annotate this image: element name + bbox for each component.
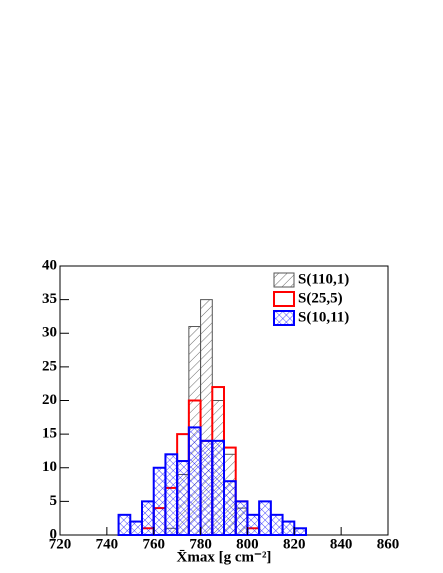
- histogram-bar: [223, 480, 237, 537]
- histogram-bar: [269, 513, 284, 537]
- histogram-bar: [141, 500, 155, 536]
- histogram-bar: [234, 500, 249, 536]
- y-tick-label: 40: [42, 257, 57, 273]
- x-tick-label: 760: [142, 536, 165, 552]
- legend-swatch: [273, 272, 295, 288]
- y-tick-label: 35: [42, 291, 57, 307]
- histogram-bar: [164, 453, 179, 536]
- x-tick-label: 780: [189, 536, 212, 552]
- x-tick-label: 820: [283, 536, 306, 552]
- histogram-bar: [246, 513, 261, 537]
- x-axis-label: X̄max [g cm⁻²]: [177, 549, 272, 565]
- histogram-bar: [293, 527, 307, 537]
- histogram-bar: [258, 500, 272, 536]
- x-tick-label: 860: [377, 536, 400, 552]
- histogram-bar: [176, 460, 190, 536]
- histogram-bar: [187, 426, 202, 536]
- histogram-bar: [129, 520, 144, 536]
- y-tick-label: 10: [42, 459, 57, 475]
- y-tick-label: 0: [50, 526, 58, 542]
- x-tick-label: 800: [236, 536, 259, 552]
- x-tick-label: 840: [330, 536, 353, 552]
- y-tick-label: 25: [42, 358, 57, 374]
- y-tick-label: 30: [42, 325, 57, 341]
- histogram-bar: [152, 466, 167, 536]
- histogram-bar: [281, 520, 296, 536]
- x-tick-label: 720: [49, 536, 72, 552]
- x-tick-label: 740: [96, 536, 119, 552]
- legend-swatch: [273, 310, 295, 326]
- histogram-bar: [199, 439, 214, 537]
- legend-label: S(25,5): [298, 290, 343, 306]
- legend-swatch: [273, 291, 295, 307]
- y-tick-label: 5: [50, 493, 58, 509]
- y-tick-label: 20: [42, 392, 57, 408]
- histogram-bar: [211, 439, 226, 537]
- histogram-bar: [117, 513, 132, 537]
- legend-label: S(10,11): [298, 309, 349, 325]
- y-tick-label: 15: [42, 426, 57, 442]
- legend-label: S(110,1): [298, 271, 349, 287]
